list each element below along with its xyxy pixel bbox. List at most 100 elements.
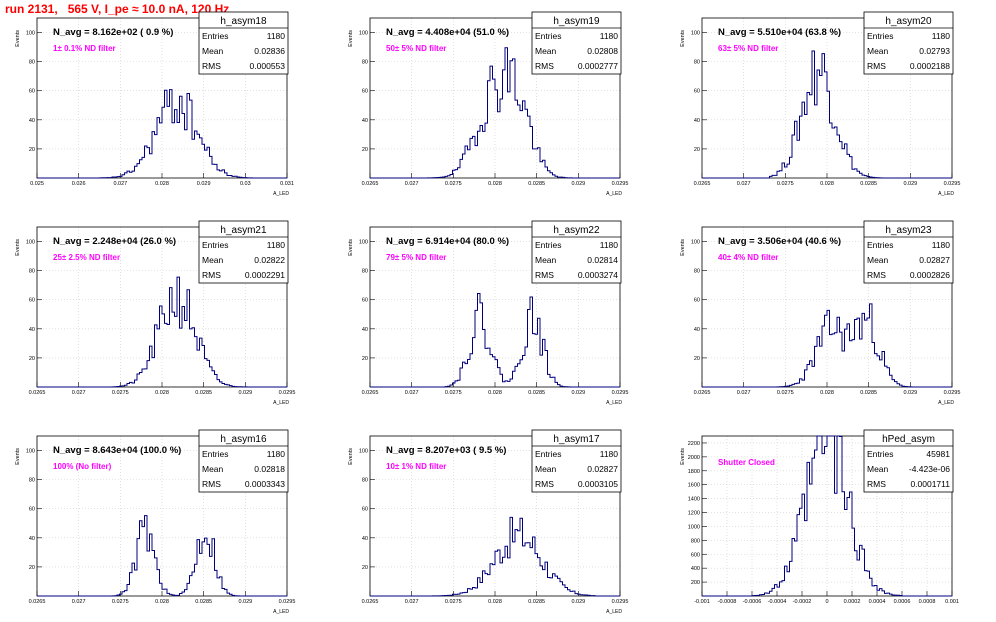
x-tick-label: 0.0265 [362,599,379,605]
stat-value-rms: 0.0002826 [910,270,950,280]
x-tick-label: 0.029 [571,181,585,187]
histogram-name: h_asym22 [553,225,600,236]
histogram-line [370,293,620,388]
y-tick-label: 80 [29,60,35,66]
x-tick-label: 0.028 [488,181,502,187]
x-tick-label: 0.028 [488,390,502,396]
stat-label-mean: Mean [202,46,224,56]
y-axis-label: Events [680,448,686,465]
x-tick-label: 0.0295 [612,181,629,187]
stat-label-rms: RMS [535,61,554,71]
x-tick-label: 0.0004 [869,599,886,605]
y-tick-label: 20 [29,356,35,362]
histogram-panel-h_asym17: 20 40 60 80 100 0.0265 0.027 0.0275 0.028 0.0285 0… [348,429,628,615]
stats-box-frame [863,220,954,284]
y-tick-label: 1200 [688,511,700,517]
stat-label-entries: Entries [202,449,228,459]
x-tick-label: 0 [825,599,828,605]
stat-label-rms: RMS [867,479,886,489]
x-tick-label: 0.0285 [860,181,877,187]
stats-box: h_asym18 Entries 1180 Mean 0.02836 RMS 0.00055… [198,11,289,75]
stat-value-mean: 0.02808 [587,46,618,56]
y-tick-label: 40 [29,327,35,333]
histogram-name: hPed_asym [882,434,935,445]
y-tick-label: 20 [362,356,368,362]
stats-box: h_asym19 Entries 1180 Mean 0.02808 RMS 0.00027… [531,11,622,75]
x-tick-label: 0.029 [903,390,917,396]
y-tick-label: 100 [691,31,700,37]
histogram-line [702,303,952,388]
stat-label-rms: RMS [202,479,221,489]
x-tick-label: 0.0285 [528,181,545,187]
histogram-title: N_avg = 8.207e+03 ( 9.5 %) [386,445,506,456]
y-tick-label: 600 [691,552,700,558]
x-tick-label: 0.0295 [612,390,629,396]
x-tick-label: 0.0285 [860,390,877,396]
stat-value-mean: 0.02814 [587,255,618,265]
stat-value-entries: 1180 [932,31,951,41]
y-tick-label: 60 [29,507,35,513]
histogram-panel-h_asym19: 20 40 60 80 100 0.0265 0.027 0.0275 0.028 0.0285 0… [348,11,629,197]
filter-annotation: 100% (No filter) [53,462,112,471]
stats-box: h_asym21 Entries 1180 Mean 0.02822 RMS 0.00022… [198,220,289,284]
histogram-title: N_avg = 8.162e+02 ( 0.9 %) [53,27,173,38]
x-tick-label: 0.0295 [279,390,296,396]
y-tick-label: 60 [362,89,368,95]
y-tick-label: 400 [691,566,700,572]
stat-label-mean: Mean [535,46,557,56]
histogram-line [370,47,620,179]
x-axis-label: A_LED [938,400,954,406]
stat-value-entries: 1180 [267,240,286,250]
stats-box-frame [863,429,954,493]
stat-value-entries: 45981 [926,449,950,459]
stat-value-rms: 0.0003343 [245,479,285,489]
y-tick-label: 60 [29,89,35,95]
stats-box-frame [198,11,289,75]
histogram-title: N_avg = 2.248e+04 (26.0 %) [53,236,176,247]
filter-annotation: 25± 2.5% ND filter [53,253,120,262]
y-axis-label: Events [15,239,21,256]
stats-box-frame [863,11,954,75]
x-tick-label: 0.0006 [894,599,911,605]
stat-value-mean: -4.423e-06 [909,464,950,474]
x-tick-label: 0.029 [571,390,585,396]
y-tick-label: 60 [362,298,368,304]
x-axis-label: A_LED [273,191,289,197]
stat-value-mean: 0.02827 [919,255,950,265]
x-axis-label: A_LED [606,609,622,615]
stat-label-entries: Entries [867,449,893,459]
x-tick-label: 0.027 [737,390,751,396]
stat-value-mean: 0.02793 [919,46,950,56]
x-tick-label: 0.027 [72,390,86,396]
stat-value-rms: 0.000553 [250,61,286,71]
stat-value-entries: 1180 [600,31,619,41]
stat-label-entries: Entries [535,240,561,250]
y-tick-label: 1600 [688,483,700,489]
y-tick-label: 20 [694,147,700,153]
histogram-title: N_avg = 6.914e+04 (80.0 %) [386,236,509,247]
x-tick-label: 0.0275 [777,181,794,187]
stats-box: h_asym22 Entries 1180 Mean 0.02814 RMS 0.00032… [531,220,622,284]
x-tick-label: 0.0285 [528,390,545,396]
y-axis-label: Events [348,239,354,256]
y-tick-label: 80 [29,478,35,484]
x-tick-label: 0.027 [405,390,419,396]
stat-label-mean: Mean [535,464,557,474]
x-tick-label: 0.0295 [279,599,296,605]
y-axis-label: Events [680,239,686,256]
stats-box: h_asym23 Entries 1180 Mean 0.02827 RMS 0.00028… [863,220,954,284]
y-axis-label: Events [348,448,354,465]
x-tick-label: 0.0265 [29,390,46,396]
stat-label-mean: Mean [867,46,889,56]
x-tick-label: 0.0265 [362,390,379,396]
y-tick-label: 40 [362,536,368,542]
histogram-name: h_asym17 [553,434,600,445]
y-tick-label: 60 [694,298,700,304]
x-tick-label: 0.0285 [195,599,212,605]
stat-label-entries: Entries [535,449,561,459]
x-tick-label: 0.025 [30,181,44,187]
x-tick-label: 0.027 [72,599,86,605]
y-tick-label: 1000 [688,524,700,530]
stat-value-entries: 1180 [600,449,619,459]
